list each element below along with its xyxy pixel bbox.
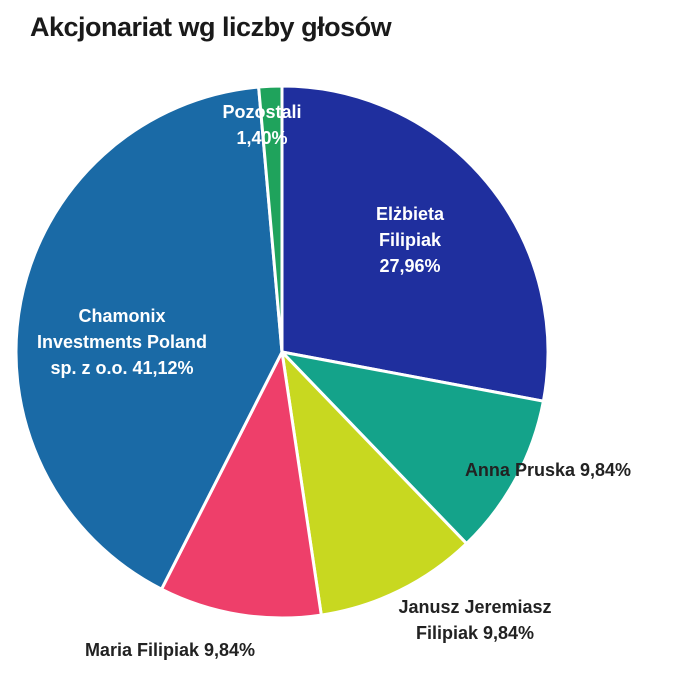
- category-name: Chamonix Investments Poland sp. z o.o.: [36, 306, 208, 378]
- value-label: 27,96%: [379, 256, 441, 276]
- chart-title: Akcjonariat wg liczby głosów: [30, 12, 392, 42]
- pie-slice: [280, 84, 550, 403]
- value-label: 1,40%: [236, 128, 288, 148]
- category-name: Pozostali: [222, 102, 302, 122]
- category-name: Janusz Jeremiasz Filipiak: [398, 597, 552, 643]
- slice-label: Chamonix Investments Poland sp. z o.o. 4…: [27, 303, 217, 381]
- pie-slice: [14, 85, 284, 591]
- value-label: 41,12%: [132, 358, 194, 378]
- pie-slice: [280, 350, 469, 617]
- slice-label: Janusz Jeremiasz Filipiak 9,84%: [365, 594, 585, 646]
- slice-label: Anna Pruska 9,84%: [418, 457, 677, 483]
- slice-label: Maria Filipiak 9,84%: [80, 637, 260, 663]
- pie-slice: [257, 84, 284, 354]
- value-label: 9,84%: [580, 460, 632, 480]
- category-name: Elżbieta Filipiak: [375, 204, 445, 250]
- pie-slice: [160, 350, 323, 620]
- category-name: Anna Pruska: [464, 460, 575, 480]
- value-label: 9,84%: [204, 640, 256, 660]
- value-label: 9,84%: [482, 623, 535, 643]
- pie-slice: [280, 350, 545, 546]
- slice-label: Pozostali 1,40%: [212, 99, 312, 151]
- slice-label: Elżbieta Filipiak 27,96%: [355, 201, 465, 279]
- category-name: Maria Filipiak: [84, 640, 199, 660]
